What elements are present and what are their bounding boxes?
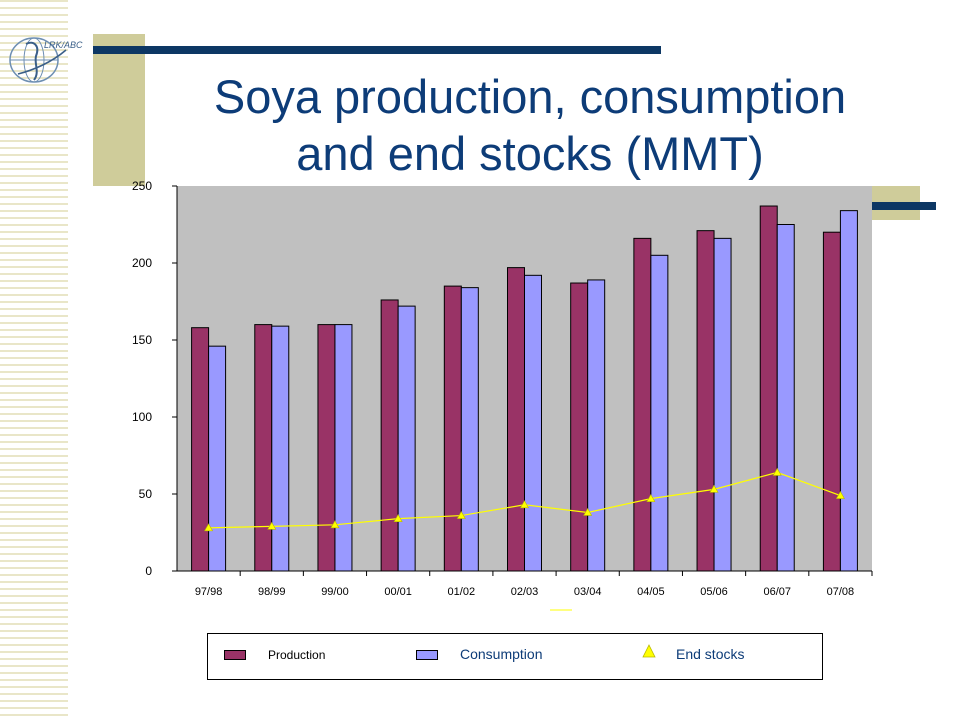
x-tick-label: 97/98 — [195, 586, 223, 598]
x-tick-label: 03/04 — [574, 586, 602, 598]
chart-legend: Production Consumption End stocks — [207, 633, 823, 680]
y-tick-label: 150 — [132, 333, 152, 347]
title-line-2: and end stocks (MMT) — [296, 127, 764, 180]
x-tick-label: 00/01 — [384, 586, 412, 598]
bar-consumption — [776, 224, 795, 572]
bar-production — [380, 299, 399, 572]
x-tick-label: 07/08 — [827, 586, 855, 598]
triangle-marker-icon — [642, 644, 656, 658]
bar-production — [696, 230, 715, 572]
decorative-stripes — [0, 0, 68, 720]
x-tick-label: 99/00 — [321, 586, 349, 598]
title-line-1: Soya production, consumption — [213, 70, 847, 123]
marker-end-stocks — [267, 521, 277, 530]
marker-end-stocks — [709, 484, 719, 493]
bar-consumption — [650, 254, 669, 572]
consumption-swatch — [416, 650, 438, 660]
bar-consumption — [397, 305, 416, 572]
y-tick-label: 100 — [132, 410, 152, 424]
y-tick-label: 50 — [139, 487, 153, 501]
legend-label-consumption: Consumption — [460, 646, 543, 662]
accent-bar-top — [93, 46, 661, 54]
bar-consumption — [587, 279, 606, 572]
accent-tan-block — [93, 34, 145, 186]
legend-label-production: Production — [268, 648, 326, 662]
y-tick-label: 200 — [132, 256, 152, 270]
marker-end-stocks — [393, 514, 403, 522]
x-tick-label: 05/06 — [700, 586, 728, 598]
bar-production — [191, 327, 210, 572]
logo-text: LRK/ABC — [44, 40, 83, 50]
marker-end-stocks — [330, 520, 340, 529]
legend-label-end-stocks: End stocks — [676, 646, 745, 662]
production-swatch — [224, 650, 246, 660]
marker-end-stocks — [456, 510, 466, 519]
x-tick-label: 01/02 — [448, 586, 476, 598]
marker-end-stocks — [519, 500, 530, 509]
bar-production — [633, 237, 652, 572]
bar-consumption — [460, 287, 479, 572]
bar-production — [443, 285, 462, 572]
bar-consumption — [271, 325, 290, 572]
x-tick-label: 06/07 — [763, 586, 791, 598]
bar-production — [570, 282, 589, 572]
bar-production — [507, 267, 525, 572]
bar-consumption — [713, 237, 732, 572]
logo: LRK/ABC — [9, 37, 83, 83]
marker-end-stocks — [583, 507, 593, 516]
bar-production — [254, 324, 273, 572]
bar-consumption — [839, 210, 858, 572]
bar-production — [822, 231, 841, 572]
marker-end-stocks — [646, 494, 656, 502]
marker-end-stocks — [772, 467, 782, 476]
marker-end-stocks — [204, 523, 214, 532]
x-tick-label: 02/03 — [511, 586, 539, 598]
bar-consumption — [208, 345, 227, 572]
bar-consumption — [334, 324, 353, 572]
bar-production — [317, 324, 336, 572]
slide-title: Soya production, consumption and end sto… — [150, 68, 910, 182]
y-tick-label: 250 — [132, 179, 152, 193]
bar-consumption — [524, 274, 542, 572]
accent-bar-right — [872, 202, 936, 210]
x-tick-label: 04/05 — [637, 586, 665, 598]
marker-end-stocks — [835, 490, 845, 499]
bar-production — [759, 205, 778, 572]
y-tick-label: 0 — [145, 564, 152, 578]
x-tick-label: 98/99 — [258, 586, 286, 598]
